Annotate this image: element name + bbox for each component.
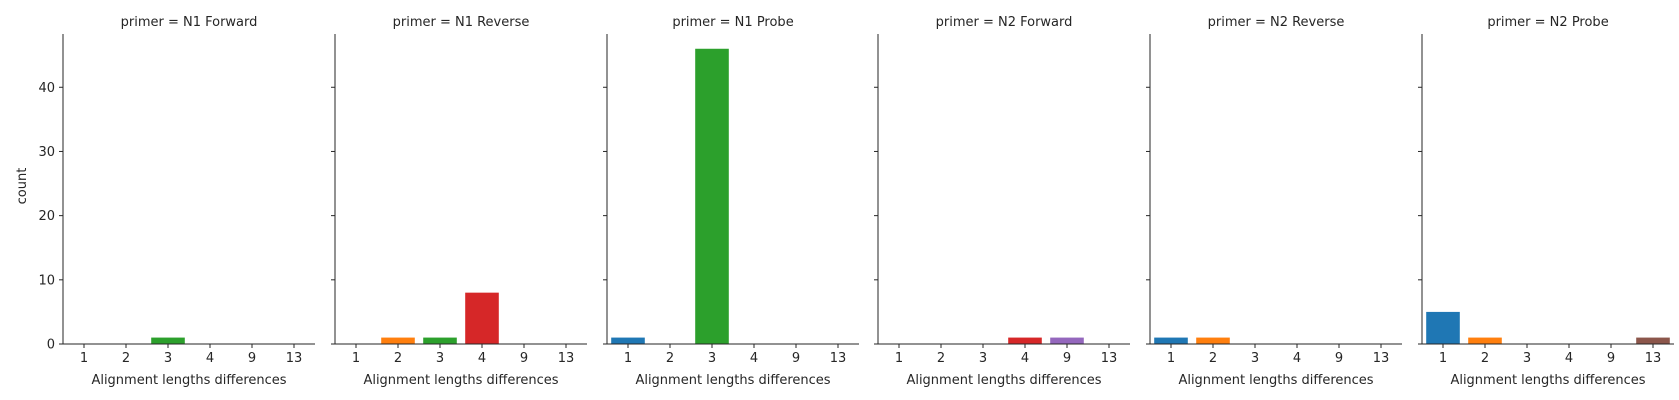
x-tick-label: 13 <box>1101 351 1118 366</box>
x-axis-title: Alignment lengths differences <box>363 373 558 388</box>
y-tick-label: 10 <box>38 273 55 288</box>
x-tick-label: 3 <box>1523 351 1531 366</box>
x-tick-label: 2 <box>122 351 130 366</box>
x-tick-label: 1 <box>352 351 360 366</box>
bar <box>465 292 499 344</box>
y-tick-label: 20 <box>38 209 55 224</box>
x-tick-label: 13 <box>1373 351 1390 366</box>
x-tick-label: 4 <box>750 351 758 366</box>
bar <box>1426 311 1460 344</box>
x-tick-label: 3 <box>1251 351 1259 366</box>
facet-title: primer = N1 Reverse <box>393 15 530 30</box>
bar <box>611 337 645 344</box>
facet-title: primer = N1 Forward <box>121 15 258 30</box>
bar <box>1468 337 1502 344</box>
x-tick-label: 13 <box>830 351 847 366</box>
x-tick-label: 2 <box>394 351 402 366</box>
x-tick-label: 1 <box>1167 351 1175 366</box>
y-tick-label: 30 <box>38 145 55 160</box>
x-tick-label: 4 <box>1021 351 1029 366</box>
x-tick-label: 1 <box>80 351 88 366</box>
x-tick-label: 4 <box>206 351 214 366</box>
x-tick-label: 9 <box>520 351 528 366</box>
x-tick-label: 3 <box>708 351 716 366</box>
bar <box>695 48 729 345</box>
x-axis-title: Alignment lengths differences <box>1178 373 1373 388</box>
x-axis-title: Alignment lengths differences <box>635 373 830 388</box>
x-tick-label: 3 <box>436 351 444 366</box>
y-tick-label: 40 <box>38 81 55 96</box>
x-axis-title: Alignment lengths differences <box>91 373 286 388</box>
bar <box>1008 337 1042 344</box>
y-axis-title: count <box>15 168 30 205</box>
bar <box>1196 337 1230 344</box>
x-tick-label: 2 <box>1209 351 1217 366</box>
facet-title: primer = N2 Reverse <box>1208 15 1345 30</box>
x-tick-label: 2 <box>937 351 945 366</box>
x-axis-title: Alignment lengths differences <box>906 373 1101 388</box>
bar <box>1636 337 1670 344</box>
facet-title: primer = N1 Probe <box>672 15 793 30</box>
x-tick-label: 4 <box>1565 351 1573 366</box>
x-tick-label: 1 <box>1439 351 1447 366</box>
x-tick-label: 4 <box>478 351 486 366</box>
x-tick-label: 3 <box>164 351 172 366</box>
x-axis-title: Alignment lengths differences <box>1450 373 1645 388</box>
x-tick-label: 1 <box>624 351 632 366</box>
x-tick-label: 4 <box>1293 351 1301 366</box>
x-tick-label: 9 <box>1063 351 1071 366</box>
facet-panel: primer = N1 Forward 0 10 20 30 40 1 2 3 4 9 13Align… <box>38 15 315 388</box>
x-tick-label: 1 <box>895 351 903 366</box>
x-tick-label: 3 <box>979 351 987 366</box>
y-tick-label: 0 <box>47 338 55 353</box>
x-tick-label: 9 <box>1335 351 1343 366</box>
facet-title: primer = N2 Forward <box>936 15 1073 30</box>
x-tick-label: 13 <box>286 351 303 366</box>
bar <box>423 337 457 344</box>
x-tick-label: 2 <box>666 351 674 366</box>
bar <box>1050 337 1084 344</box>
x-tick-label: 13 <box>558 351 575 366</box>
bar <box>151 337 185 344</box>
x-tick-label: 9 <box>792 351 800 366</box>
bar <box>381 337 415 344</box>
bar <box>1154 337 1188 344</box>
facet-title: primer = N2 Probe <box>1487 15 1608 30</box>
x-tick-label: 13 <box>1645 351 1662 366</box>
x-tick-label: 9 <box>1607 351 1615 366</box>
x-tick-label: 2 <box>1481 351 1489 366</box>
x-tick-label: 9 <box>248 351 256 366</box>
